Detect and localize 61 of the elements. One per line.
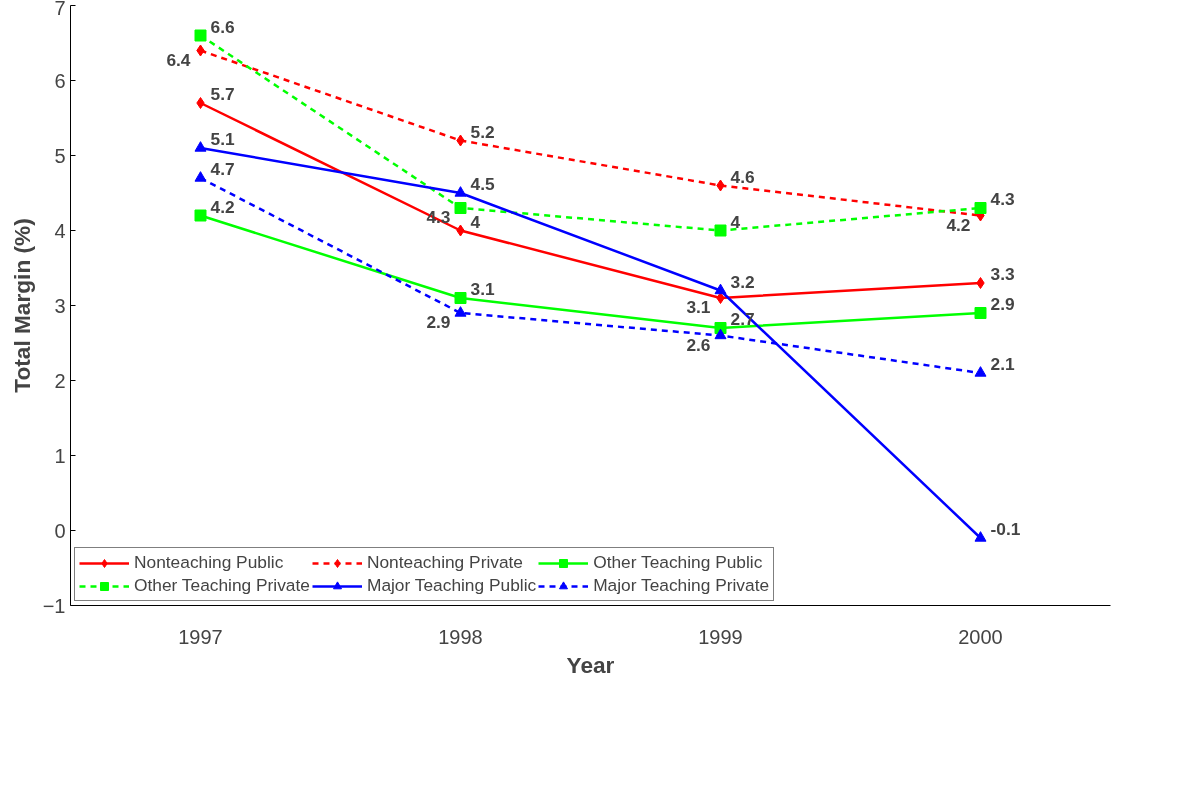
point	[974, 366, 987, 377]
y-tick-label: −1	[42, 594, 66, 617]
y-tick-label: 4	[54, 219, 66, 242]
y-tick-label: 2	[54, 369, 66, 392]
point	[454, 202, 467, 214]
point	[714, 328, 727, 340]
point	[714, 283, 727, 295]
x-tick-label: 1998	[438, 625, 483, 648]
data-label: 5.1	[210, 129, 235, 149]
data-label: 4	[470, 211, 481, 232]
data-label: 4	[730, 211, 741, 232]
data-label: 2.1	[990, 354, 1015, 374]
data-label: 4.6	[730, 166, 755, 187]
legend-label: Nonteaching Private	[366, 552, 523, 573]
data-label: -0.1	[990, 519, 1021, 539]
y-tick-label: 6	[54, 69, 66, 92]
data-label: 3.3	[990, 264, 1015, 284]
data-label: 6.6	[210, 16, 235, 37]
y-tick-label: 3	[54, 294, 66, 317]
legend-label: Major Teaching Public	[366, 575, 537, 596]
data-label: 3.1	[470, 279, 495, 299]
point	[194, 209, 207, 222]
legend-label: Major Teaching Private	[593, 575, 770, 596]
point	[974, 202, 987, 214]
y-tick-label: 0	[54, 519, 66, 542]
point	[714, 224, 727, 237]
y-tick-label: 1	[54, 444, 66, 467]
y-axis-title: Total Margin (%)	[8, 218, 35, 393]
data-label: 4.3	[990, 189, 1015, 209]
legend-label: Other Teaching Public	[593, 552, 763, 573]
point	[196, 97, 205, 109]
data-label: 4.7	[210, 159, 235, 179]
point	[974, 307, 987, 319]
point	[976, 277, 985, 289]
point	[194, 141, 207, 152]
point	[716, 292, 725, 304]
data-label: 4.2	[210, 196, 235, 217]
data-label: 2.9	[990, 294, 1015, 314]
data-label: 4.2	[946, 214, 971, 235]
x-tick-label: 1997	[178, 625, 223, 648]
point	[974, 531, 987, 542]
point	[454, 292, 467, 304]
data-label: 2.9	[426, 312, 451, 332]
data-label: 3.1	[686, 297, 711, 317]
legend-label: Nonteaching Public	[134, 552, 284, 573]
x-axis-title: Year	[566, 651, 615, 678]
data-label: 5.7	[210, 84, 235, 104]
data-label: 5.2	[470, 121, 495, 142]
y-tick-label: 5	[54, 144, 66, 167]
x-tick-label: 1999	[698, 625, 743, 648]
y-tick-label: 7	[54, 0, 66, 19]
data-label: 2.6	[686, 334, 711, 355]
legend-label: Other Teaching Private	[134, 575, 310, 596]
point	[454, 186, 467, 197]
point	[194, 29, 207, 42]
data-label: 4.5	[470, 174, 495, 194]
data-label: 6.4	[166, 49, 191, 70]
point	[454, 306, 467, 317]
data-label: 3.2	[730, 271, 755, 292]
x-tick-label: 2000	[958, 625, 1003, 648]
point	[194, 171, 207, 182]
